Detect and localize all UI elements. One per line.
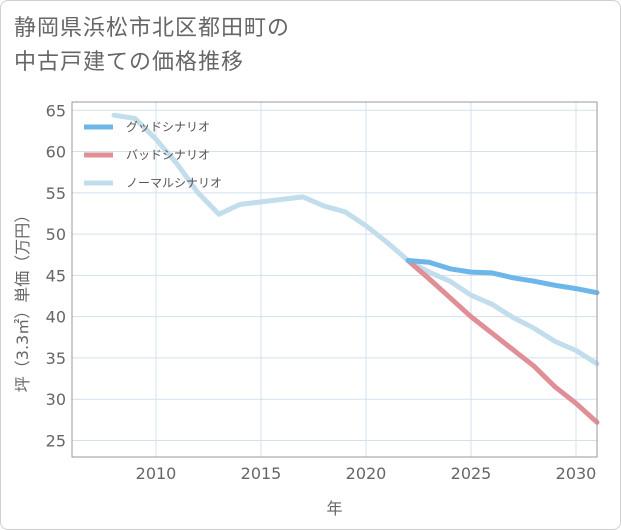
y-tick-label-35: 35	[46, 349, 66, 368]
y-tick-label-40: 40	[46, 308, 66, 327]
y-tick-label-25: 25	[46, 431, 66, 450]
x-tick-label-2025: 2025	[451, 464, 492, 483]
series-line-1	[405, 258, 600, 425]
legend-label-1: バッドシナリオ	[126, 148, 210, 162]
x-tick-label-2020: 2020	[346, 464, 387, 483]
y-tick-label-50: 50	[46, 225, 66, 244]
y-tick-label-55: 55	[46, 184, 66, 203]
tick-labels: 2010 2015 2020 2025 2030 25 30 35 40 45 50 55 60 65	[46, 101, 597, 483]
y-tick-label-45: 45	[46, 266, 66, 285]
series-line-2	[111, 112, 600, 367]
legend-label-2: ノーマルシナリオ	[126, 176, 222, 190]
y-tick-label-65: 65	[46, 101, 66, 120]
chart-title: 静岡県浜松市北区都田町の 中古戸建ての価格推移	[14, 12, 290, 80]
y-tick-label-60: 60	[46, 143, 66, 162]
y-axis-label: 坪（3.3㎡）単価（万円）	[13, 207, 32, 392]
x-tick-label-2010: 2010	[136, 464, 177, 483]
legend-label-0: グッドシナリオ	[126, 120, 210, 134]
x-tick-label-2015: 2015	[241, 464, 282, 483]
chart-title-line-2: 中古戸建ての価格推移	[14, 50, 245, 75]
x-tick-label-2030: 2030	[556, 464, 597, 483]
grid-lines	[72, 102, 597, 457]
series-line-0	[405, 258, 600, 296]
plot-frame	[71, 101, 598, 458]
series-layer	[111, 112, 600, 425]
x-axis-label: 年	[326, 499, 342, 518]
chart-title-line-1: 静岡県浜松市北区都田町の	[14, 16, 291, 41]
y-tick-label-30: 30	[46, 390, 66, 409]
